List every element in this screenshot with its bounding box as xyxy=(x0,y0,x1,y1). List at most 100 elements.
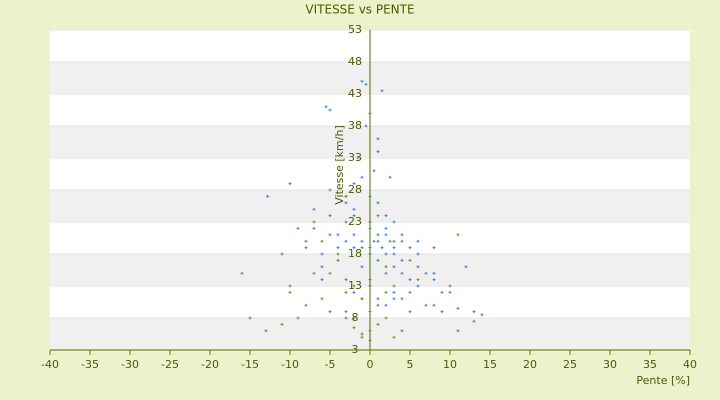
point xyxy=(400,329,404,333)
point xyxy=(408,258,412,262)
x-tick-label: 25 xyxy=(563,358,577,371)
x-tick-label: -20 xyxy=(201,358,219,371)
point xyxy=(248,316,252,320)
point xyxy=(376,233,380,237)
point xyxy=(380,89,384,93)
point xyxy=(352,214,356,218)
point xyxy=(376,258,380,262)
point xyxy=(432,246,436,250)
point xyxy=(472,310,476,314)
point xyxy=(352,326,356,330)
point xyxy=(328,271,332,275)
point xyxy=(312,220,316,224)
point xyxy=(440,290,444,294)
point xyxy=(360,239,364,243)
point xyxy=(376,303,380,307)
point xyxy=(352,290,356,294)
point xyxy=(364,82,368,86)
point xyxy=(360,79,364,83)
point xyxy=(392,252,396,256)
point xyxy=(264,329,268,333)
chart-title: VITESSE vs PENTE xyxy=(305,3,414,17)
x-tick-label: 35 xyxy=(643,358,657,371)
point xyxy=(472,319,476,323)
point xyxy=(448,284,452,288)
point xyxy=(400,239,404,243)
y-tick-label: 13 xyxy=(348,279,362,292)
point xyxy=(432,303,436,307)
point xyxy=(344,316,348,320)
x-tick-label: 30 xyxy=(603,358,617,371)
point xyxy=(372,239,376,243)
point xyxy=(336,233,340,237)
x-tick-label: -35 xyxy=(81,358,99,371)
point xyxy=(380,246,384,250)
point xyxy=(440,310,444,314)
point xyxy=(344,239,348,243)
point xyxy=(376,214,380,218)
point xyxy=(384,226,388,230)
point xyxy=(456,233,460,237)
point xyxy=(344,290,348,294)
point xyxy=(328,108,332,112)
point xyxy=(360,265,364,269)
point xyxy=(280,322,284,326)
point xyxy=(384,290,388,294)
point xyxy=(392,246,396,250)
point xyxy=(344,194,348,198)
point xyxy=(360,297,364,301)
point xyxy=(288,284,292,288)
point xyxy=(280,252,284,256)
point xyxy=(480,313,484,317)
x-tick-label: -15 xyxy=(241,358,259,371)
point xyxy=(432,278,436,282)
point xyxy=(408,278,412,282)
point xyxy=(296,316,300,320)
point xyxy=(320,278,324,282)
point xyxy=(416,278,420,282)
x-tick-label: 5 xyxy=(407,358,414,371)
x-tick-label: -30 xyxy=(121,358,139,371)
point xyxy=(384,265,388,269)
point xyxy=(336,252,340,256)
point xyxy=(424,271,428,275)
point xyxy=(400,233,404,237)
point xyxy=(392,239,396,243)
point xyxy=(376,201,380,205)
point xyxy=(304,246,308,250)
point xyxy=(296,226,300,230)
point xyxy=(328,214,332,218)
y-tick-label: 8 xyxy=(352,311,359,324)
y-tick-label: 23 xyxy=(348,215,362,228)
point xyxy=(352,182,356,186)
point xyxy=(360,175,364,179)
x-tick-label: -40 xyxy=(41,358,59,371)
point xyxy=(384,233,388,237)
point xyxy=(408,246,412,250)
point xyxy=(392,297,396,301)
point xyxy=(400,297,404,301)
point xyxy=(336,246,340,250)
y-tick-label: 38 xyxy=(348,119,362,132)
point xyxy=(388,175,392,179)
x-tick-label: -10 xyxy=(281,358,299,371)
y-tick-label: 43 xyxy=(348,87,362,100)
point xyxy=(432,271,436,275)
y-tick-label: 3 xyxy=(352,343,359,356)
x-tick-label: 40 xyxy=(683,358,697,371)
point xyxy=(328,188,332,192)
point xyxy=(336,258,340,262)
point xyxy=(352,207,356,211)
x-tick-label: -5 xyxy=(325,358,336,371)
point xyxy=(312,207,316,211)
point xyxy=(376,239,380,243)
point xyxy=(392,284,396,288)
point xyxy=(384,252,388,256)
point xyxy=(356,156,360,160)
point xyxy=(400,258,404,262)
point xyxy=(448,290,452,294)
x-tick-label: 10 xyxy=(443,358,457,371)
point xyxy=(344,310,348,314)
point xyxy=(416,252,420,256)
point xyxy=(344,278,348,282)
